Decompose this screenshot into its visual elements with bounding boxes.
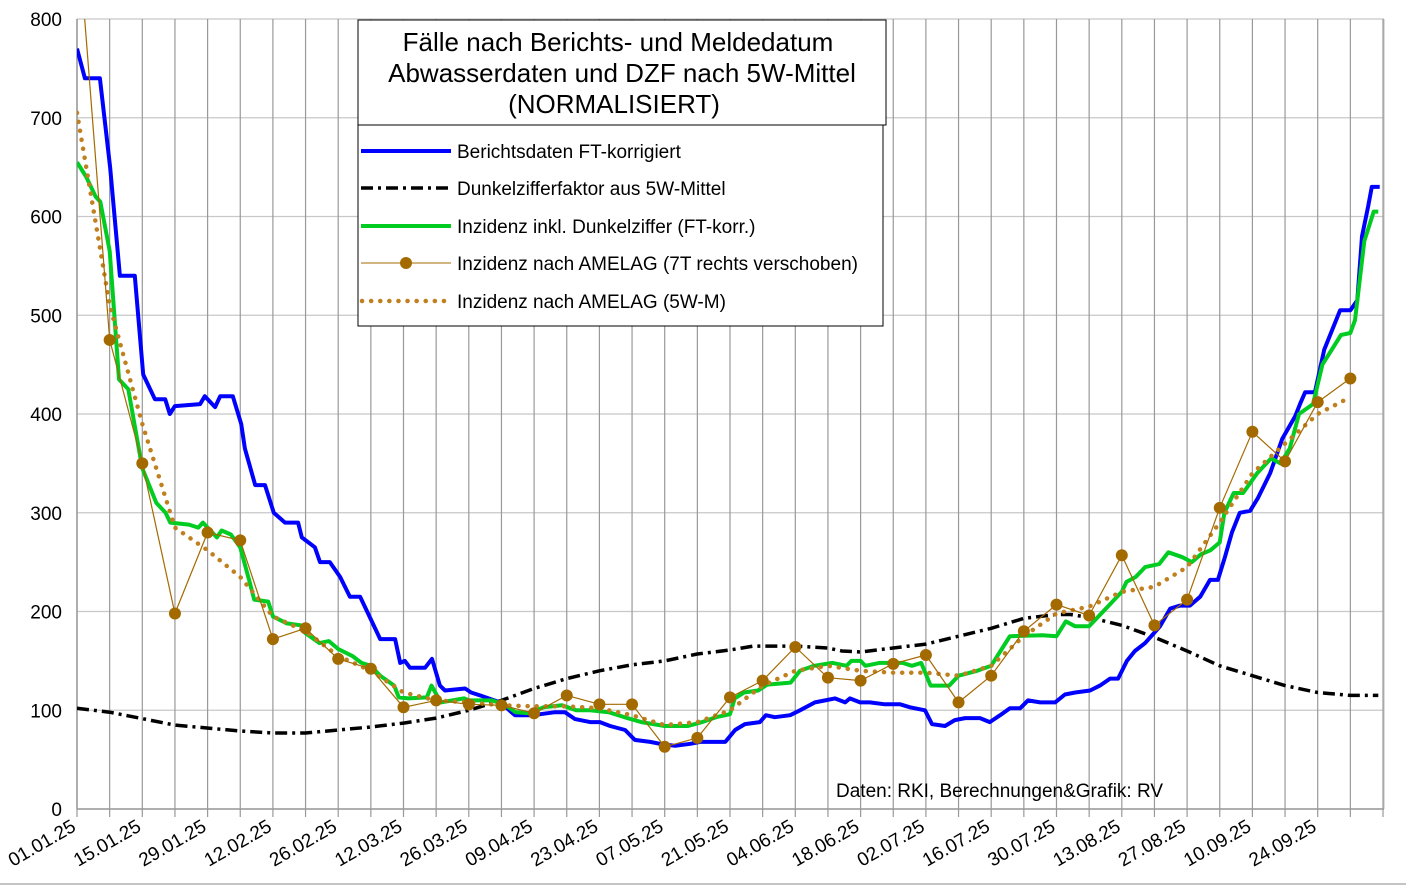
legend-label-1: Dunkelzifferfaktor aus 5W-Mittel xyxy=(457,179,726,200)
legend-swatch-marker xyxy=(400,257,412,269)
y-tick-label: 700 xyxy=(30,109,62,130)
series-line-3 xyxy=(84,19,1351,748)
y-tick-label: 0 xyxy=(51,800,62,821)
data-point-amelag xyxy=(1311,396,1324,409)
data-point-amelag xyxy=(1246,425,1259,438)
data-point-amelag xyxy=(1083,609,1096,622)
legend-label-3: Inzidenz nach AMELAG (7T rechts verschob… xyxy=(457,254,858,275)
title-box: Fälle nach Berichts- und Meldedatum Abwa… xyxy=(357,19,887,126)
y-tick-label: 100 xyxy=(30,701,62,722)
data-point-amelag xyxy=(854,674,867,687)
data-point-amelag xyxy=(560,689,573,702)
data-point-amelag xyxy=(756,674,769,687)
y-tick-label: 500 xyxy=(30,306,62,327)
data-point-amelag xyxy=(789,641,802,654)
y-tick-label: 800 xyxy=(30,10,62,31)
data-point-amelag xyxy=(691,731,704,744)
data-point-amelag xyxy=(332,652,345,665)
data-point-amelag xyxy=(658,740,671,753)
data-point-amelag xyxy=(1279,455,1292,468)
data-point-amelag xyxy=(234,534,247,547)
grid xyxy=(76,18,1385,817)
y-tick-label: 400 xyxy=(30,405,62,426)
chart-title-line-3: (NORMALISIERT) xyxy=(508,89,720,119)
data-point-amelag xyxy=(1213,501,1226,514)
data-point-amelag xyxy=(821,671,834,684)
legend-label-4: Inzidenz nach AMELAG (5W-M) xyxy=(457,292,726,313)
data-point-amelag xyxy=(724,691,736,704)
data-point-amelag xyxy=(1050,598,1063,611)
series-layer xyxy=(77,19,1380,753)
data-point-amelag xyxy=(1115,549,1128,562)
data-point-amelag xyxy=(985,669,998,682)
data-point-amelag xyxy=(103,333,116,346)
series-line-0 xyxy=(77,48,1380,748)
data-point-amelag xyxy=(462,698,475,711)
credit-text: Daten: RKI, Berechnungen&Grafik: RV xyxy=(836,781,1163,802)
y-tick-label: 300 xyxy=(30,504,62,525)
data-point-amelag xyxy=(593,698,606,711)
data-point-amelag xyxy=(626,698,639,711)
chart-title-line-1: Fälle nach Berichts- und Meldedatum xyxy=(403,27,834,57)
data-point-amelag xyxy=(919,648,932,661)
data-point-amelag xyxy=(1181,593,1194,606)
legend: Berichtsdaten FT-korrigiert Dunkelziffer… xyxy=(357,124,884,327)
data-point-amelag xyxy=(528,707,541,720)
data-point-amelag xyxy=(299,622,312,635)
data-point-amelag xyxy=(1017,625,1030,638)
legend-label-2: Inzidenz inkl. Dunkelziffer (FT-korr.) xyxy=(457,217,755,238)
data-point-amelag xyxy=(397,701,410,714)
data-point-amelag xyxy=(887,657,900,670)
data-point-amelag xyxy=(364,662,377,675)
y-axis: 0 100 200 300 400 500 600 700 800 xyxy=(30,10,62,821)
y-tick-label: 200 xyxy=(30,603,62,624)
data-point-amelag xyxy=(266,633,279,646)
series-line-4 xyxy=(77,110,1353,728)
data-point-amelag xyxy=(430,694,443,707)
y-tick-label: 600 xyxy=(30,208,62,229)
data-point-amelag xyxy=(495,699,508,712)
data-point-amelag xyxy=(201,526,214,539)
data-point-amelag xyxy=(136,457,149,470)
data-point-amelag xyxy=(952,696,965,709)
legend-label-0: Berichtsdaten FT-korrigiert xyxy=(457,142,682,163)
chart-title-line-2: Abwasserdaten und DZF nach 5W-Mittel xyxy=(388,58,856,88)
data-point-amelag xyxy=(1148,619,1161,632)
data-point-amelag xyxy=(1344,372,1357,385)
data-point-amelag xyxy=(168,607,181,620)
